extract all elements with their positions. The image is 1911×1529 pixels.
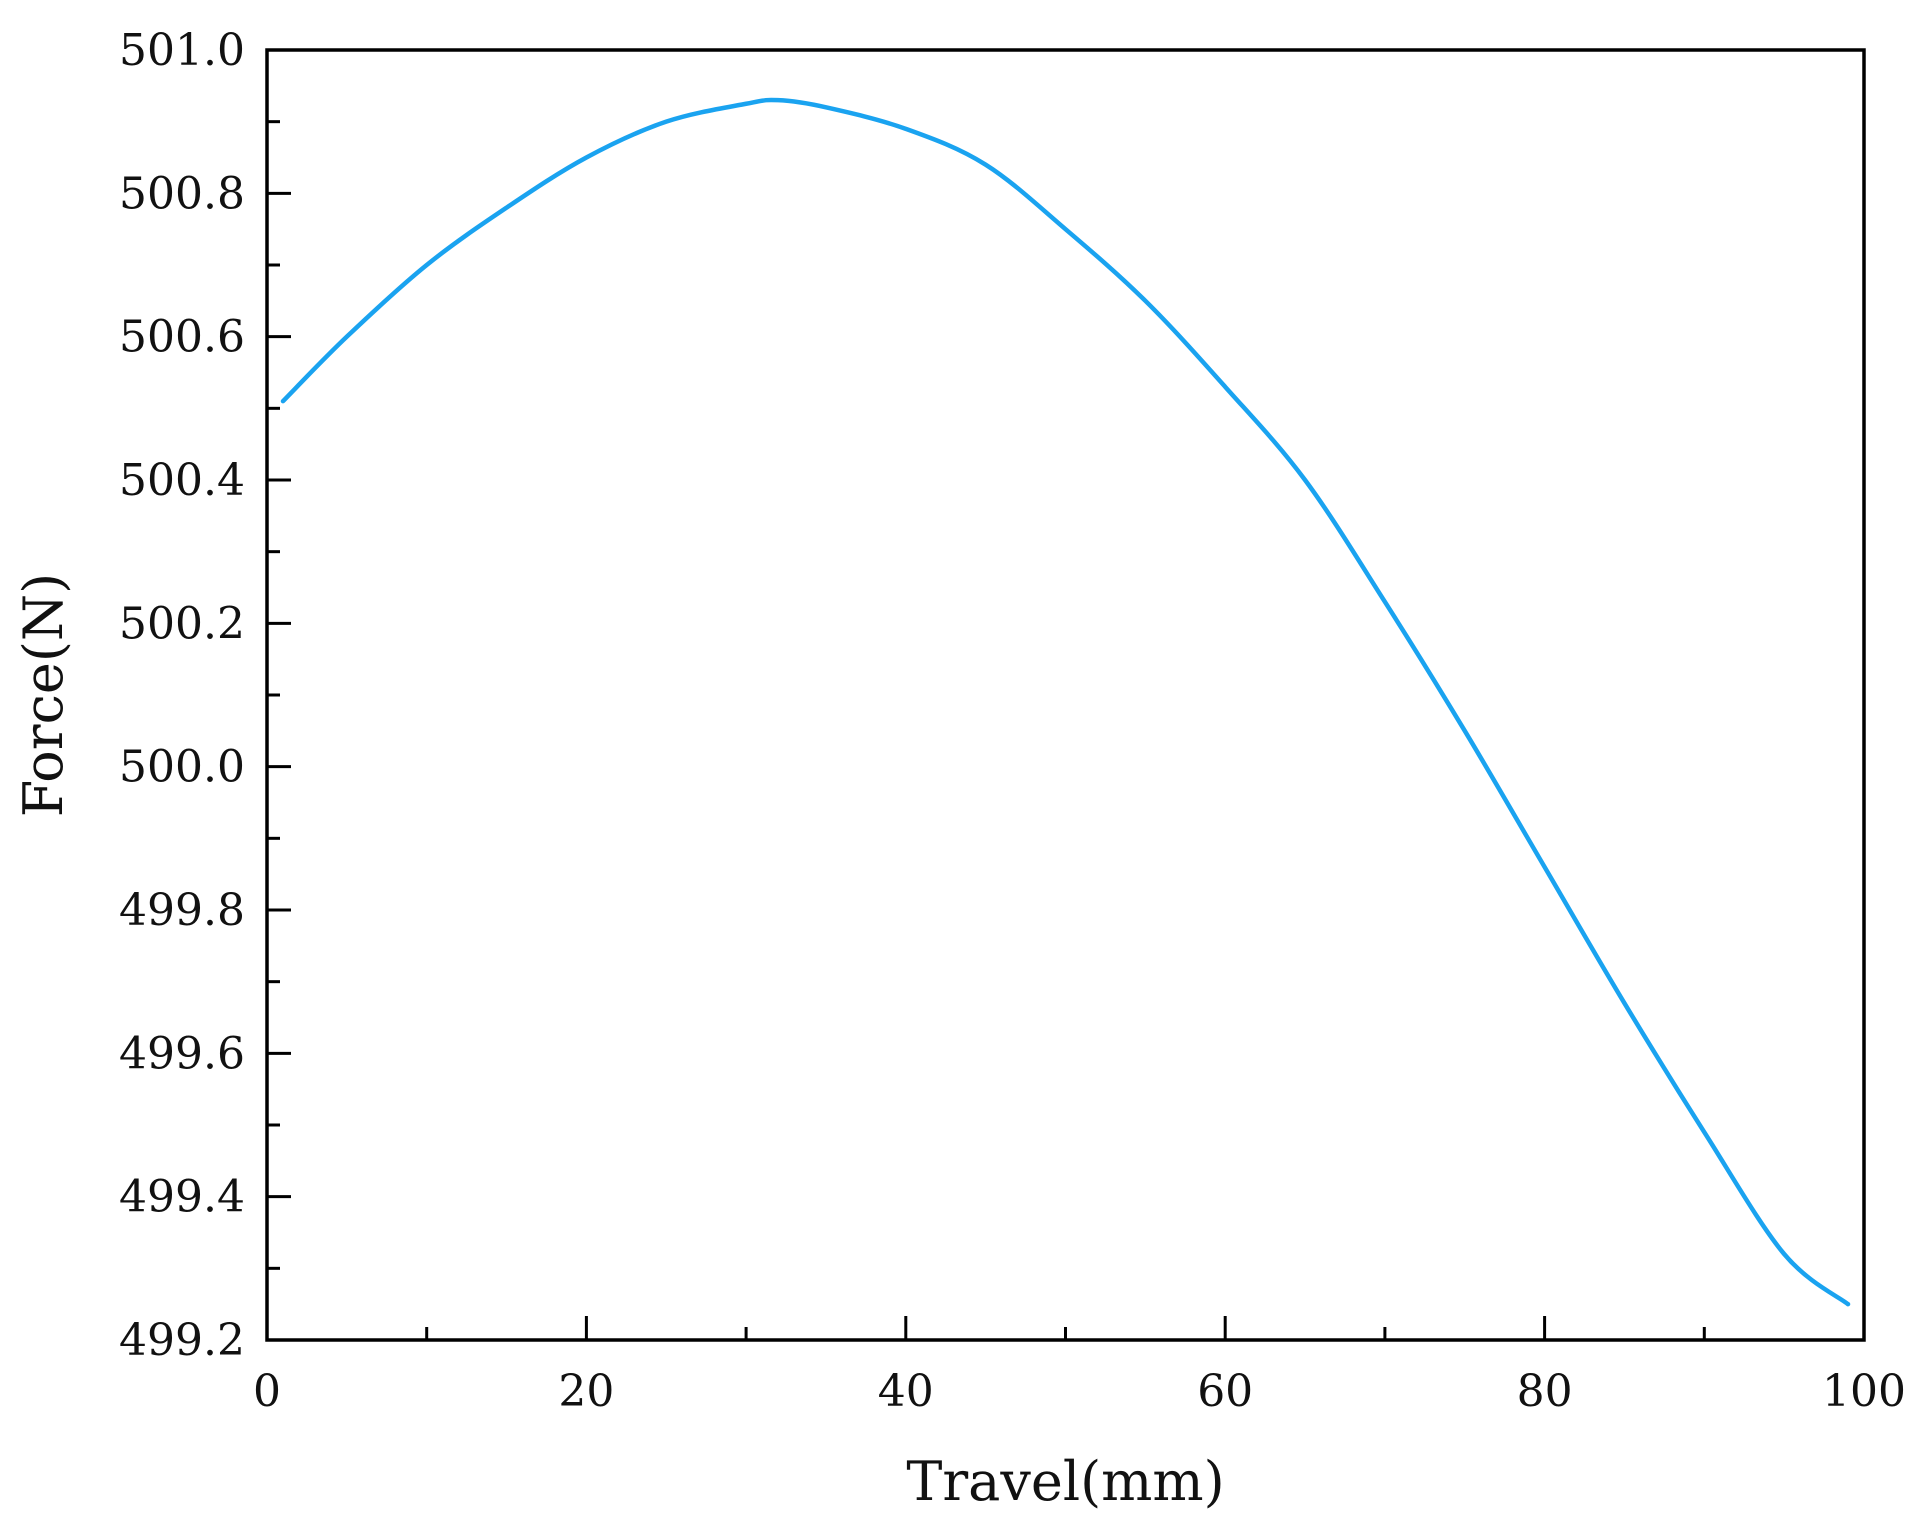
x-tick-label: 80 [1517, 1366, 1573, 1417]
x-tick-label: 40 [878, 1366, 934, 1417]
minor-ticks [267, 120, 1706, 1340]
plot-border [265, 48, 1866, 1342]
y-tick-label: 500.8 [119, 168, 245, 219]
x-axis-title: Travel(mm) [906, 1450, 1224, 1513]
y-tick-label: 500.6 [119, 312, 245, 363]
y-tick-label: 500.2 [119, 598, 245, 649]
y-tick-label: 499.8 [119, 885, 245, 936]
x-tick-label: 0 [253, 1366, 281, 1417]
x-tick-label: 20 [558, 1366, 614, 1417]
plot-frame [265, 48, 1866, 1342]
y-tick-label: 499.4 [119, 1172, 245, 1223]
y-tick-label: 501.0 [119, 25, 245, 76]
x-tick-label: 100 [1822, 1366, 1906, 1417]
y-tick-label: 499.2 [119, 1315, 245, 1366]
x-tick-label: 60 [1197, 1366, 1253, 1417]
y-axis-title: Force(N) [12, 573, 75, 817]
x-axis-ticks: 0 20 40 60 80 100 [253, 1316, 1906, 1417]
series-line [280, 97, 1851, 1307]
y-axis-ticks: 499.2 499.4 499.6 499.8 500.0 500.2 500.4 500.6… [119, 25, 291, 1366]
series-layer [280, 97, 1851, 1307]
y-tick-label: 500.4 [119, 455, 245, 506]
y-tick-label: 500.0 [119, 742, 245, 793]
y-tick-label: 499.6 [119, 1028, 245, 1079]
